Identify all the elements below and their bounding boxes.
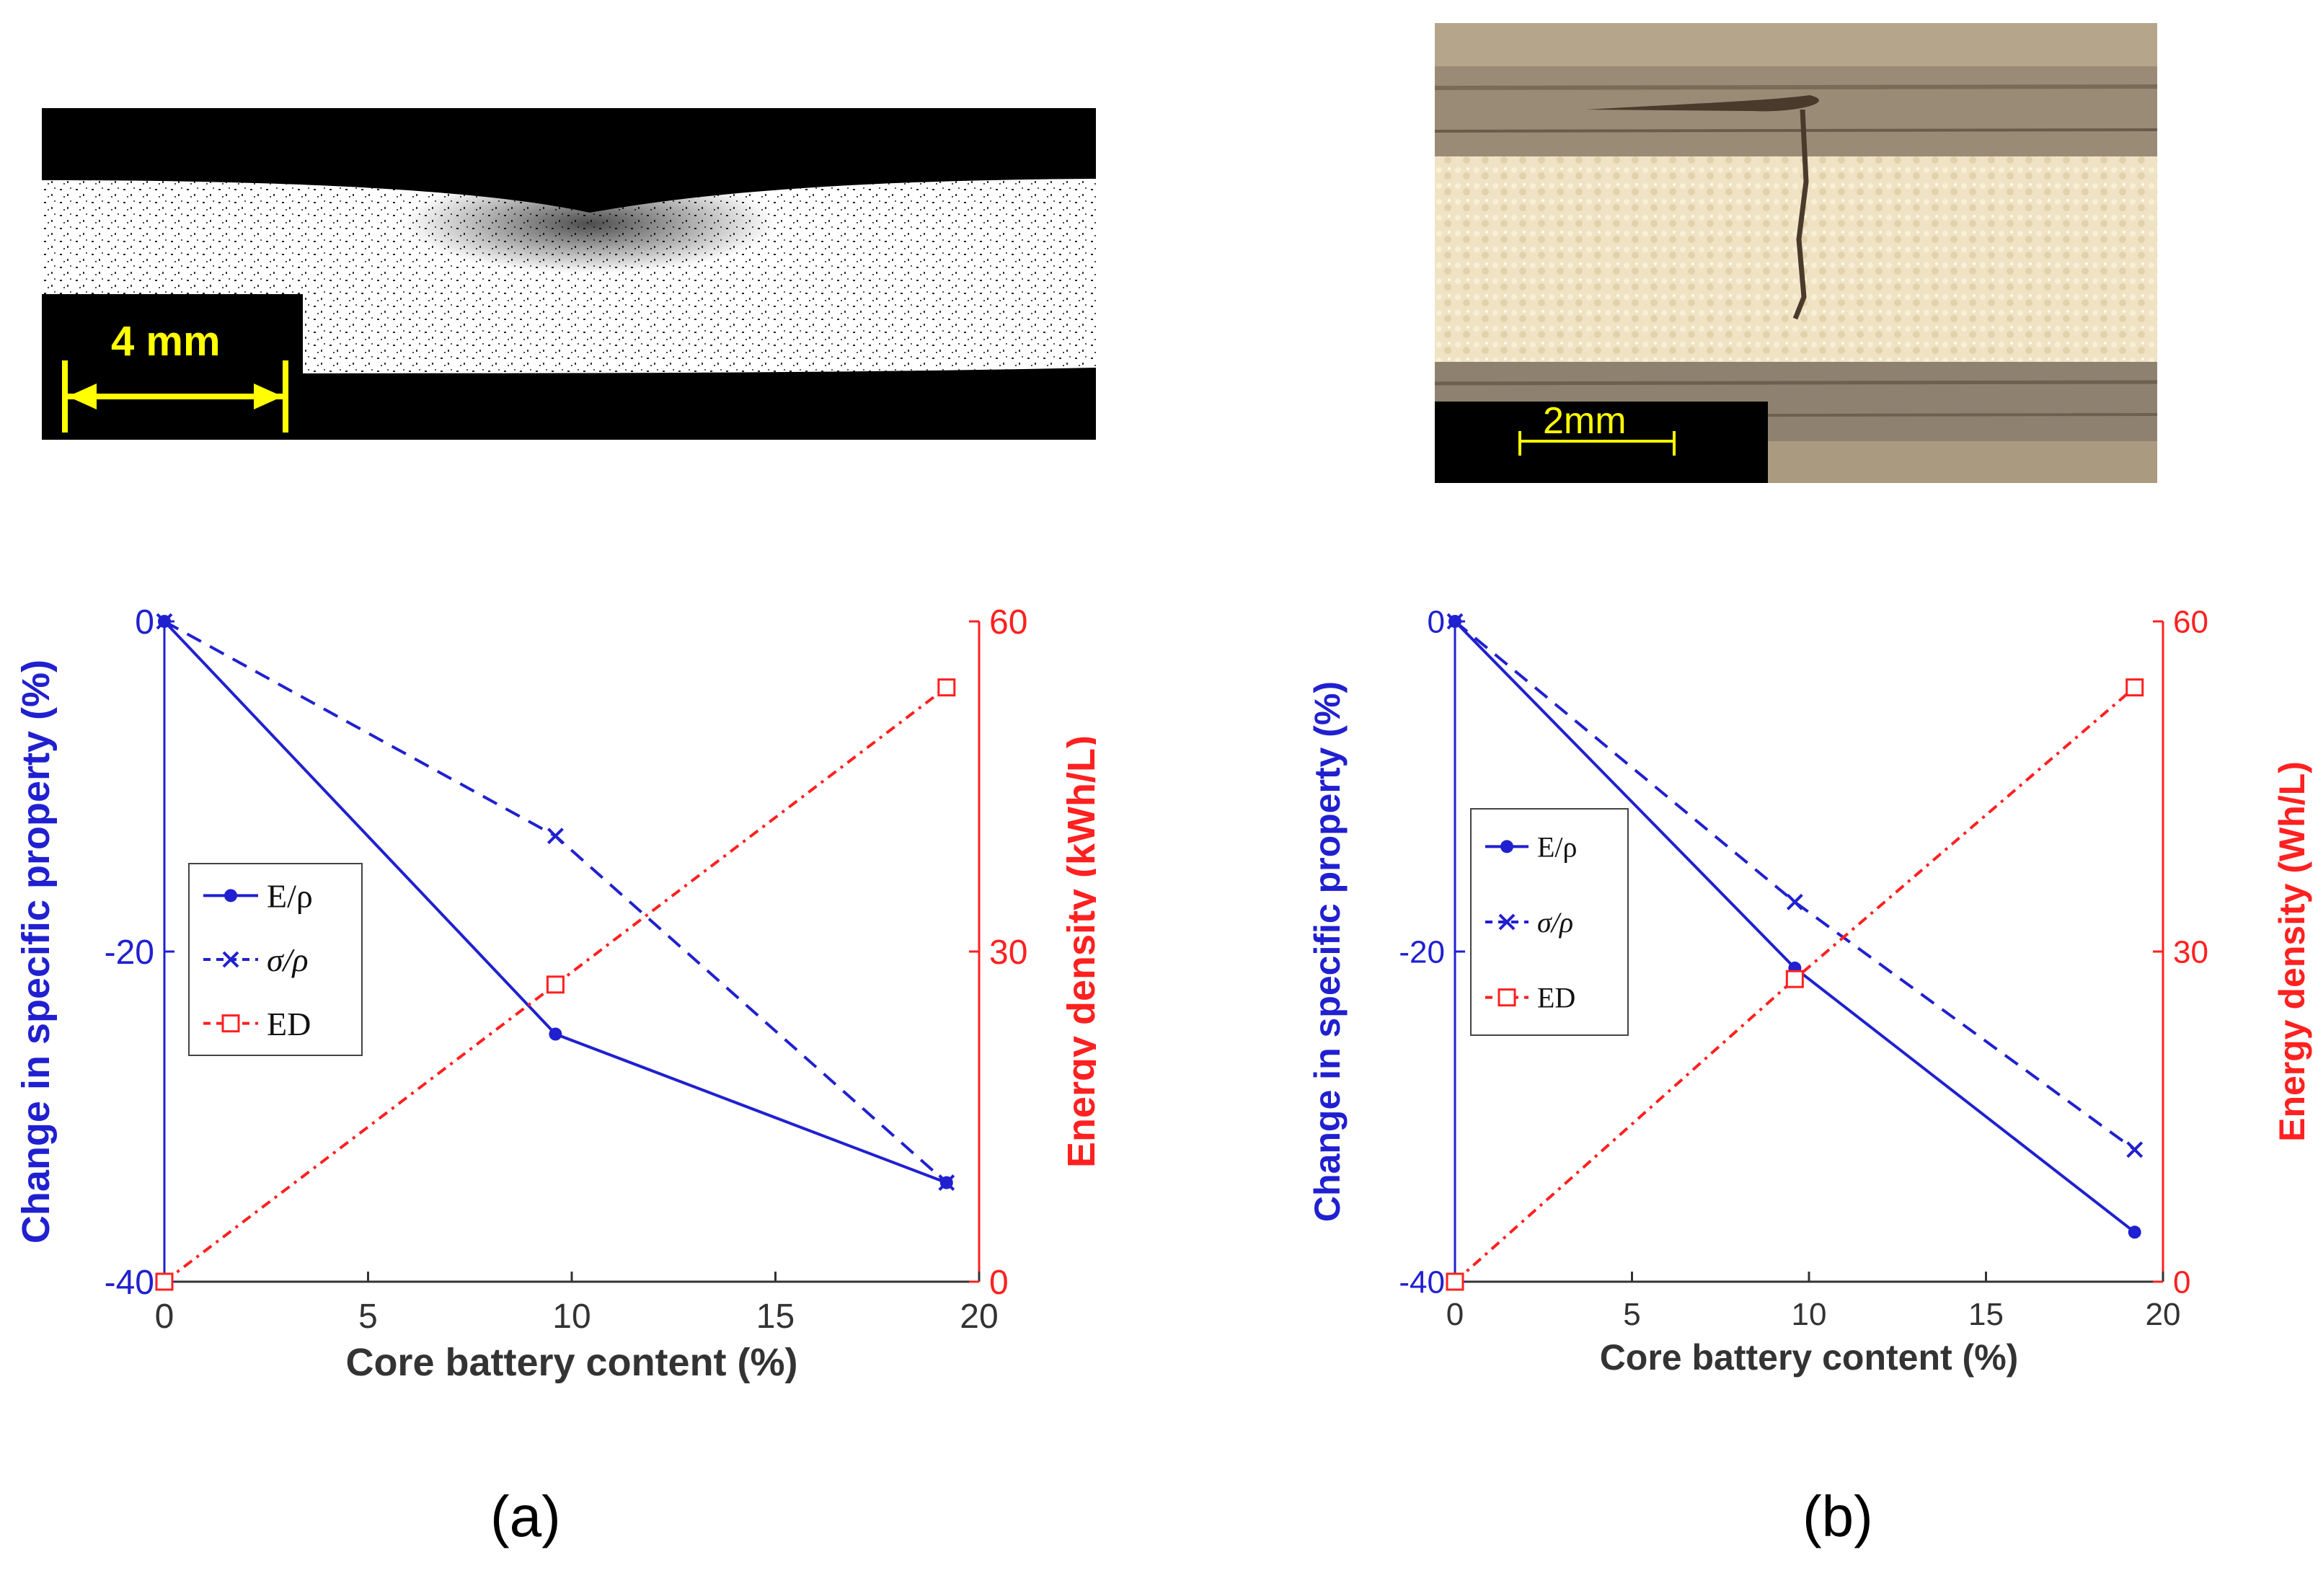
- chart-a-xtick-label: 0: [155, 1298, 174, 1336]
- chart-a-legend-entry-2: ED: [267, 1006, 311, 1042]
- chart-a: 0 5 10 15 20 0 -20 -40 60 30 0 Core battery content…: [0, 562, 1096, 1427]
- chart-b-legend-entry-1: σ/ρ: [1537, 906, 1573, 939]
- chart-b-y-axis-left-label: Change in specific property (%): [1307, 681, 1348, 1222]
- chart-a-legend-marker-0: [224, 889, 237, 903]
- scale-label-a: 4 mm: [111, 318, 221, 365]
- chart-b-point-2: [1785, 970, 1804, 988]
- chart-b-x-axis-label: Core battery content (%): [1600, 1337, 2019, 1378]
- chart-a-y-axis-right-label: Energy density (kWh/L): [1060, 735, 1096, 1168]
- chart-a-point-1: [156, 613, 173, 630]
- chart-a-xtick-label: 15: [756, 1298, 795, 1336]
- chart-a-xtick-label: 20: [960, 1298, 998, 1336]
- chart-b-point-1: [1786, 893, 1803, 910]
- chart-b-xtick-label: 5: [1623, 1297, 1640, 1332]
- chart-a-ytick-left-label: -40: [105, 1264, 154, 1302]
- chart-b-legend-entry-0: E/ρ: [1537, 830, 1578, 863]
- chart-b-point-1: [1446, 613, 1464, 630]
- chart-a-legend-marker-1: [222, 951, 239, 968]
- chart-a-xtick-label: 5: [358, 1298, 378, 1336]
- chart-a-y-axis-left-label: Change in specific property (%): [14, 660, 58, 1243]
- scale-label-b: 2mm: [1543, 400, 1627, 442]
- chart-b: 0 5 10 15 20 0 -20 -40 60 30 0 Core battery content…: [1291, 562, 2318, 1427]
- chart-a-legend-entry-0: E/ρ: [267, 877, 313, 914]
- panel-label-a: (a): [490, 1484, 561, 1548]
- chart-b-ytick-left-label: -40: [1399, 1264, 1445, 1300]
- chart-b-ytick-left-label: 0: [1428, 604, 1445, 639]
- chart-a-ytick-right-label: 60: [989, 603, 1027, 642]
- chart-a-legend-entry-1: σ/ρ: [267, 941, 309, 978]
- chart-a-point-2: [155, 1272, 174, 1291]
- chart-b-ytick-right-label: 0: [2173, 1264, 2190, 1300]
- chart-b-ytick-right-label: 30: [2173, 934, 2208, 970]
- image-a-ct-scan: 4 mm: [42, 108, 1096, 440]
- chart-a-x-axis-label: Core battery content (%): [345, 1341, 797, 1384]
- chart-b-legend-marker-1: [1498, 913, 1516, 931]
- chart-a-ytick-left-label: 0: [135, 603, 154, 642]
- chart-a-xtick-label: 10: [552, 1298, 590, 1336]
- chart-b-ytick-left-label: -20: [1399, 934, 1445, 970]
- chart-b-point-1: [2126, 1141, 2144, 1158]
- chart-a-point-1: [547, 828, 564, 845]
- chart-b-y-axis-right-label: Energy density (Wh/L): [2272, 761, 2312, 1142]
- chart-a-legend-marker-2: [221, 1014, 240, 1033]
- photo-graphic: [1435, 23, 2157, 483]
- chart-b-legend-marker-0: [1500, 840, 1513, 854]
- chart-a-point-2: [546, 975, 565, 994]
- chart-a-point-2: [937, 678, 956, 697]
- ct-scan-graphic: [42, 108, 1096, 440]
- chart-b-xtick-label: 0: [1446, 1297, 1464, 1332]
- chart-b-legend-entry-2: ED: [1537, 982, 1575, 1014]
- chart-b-point-2: [2125, 678, 2144, 697]
- chart-a-point-1: [938, 1174, 955, 1192]
- chart-b-point-2: [1446, 1272, 1464, 1291]
- chart-b-ytick-right-label: 60: [2173, 604, 2208, 639]
- panel-label-b: (b): [1802, 1484, 1873, 1548]
- chart-b-legend-marker-2: [1498, 988, 1516, 1007]
- chart-b-point-0: [2128, 1225, 2141, 1239]
- chart-b-xtick-label: 15: [1968, 1297, 2004, 1332]
- chart-b-xtick-label: 20: [2146, 1297, 2181, 1332]
- chart-a-ytick-right-label: 30: [989, 934, 1027, 972]
- chart-a-ytick-left-label: -20: [105, 934, 154, 972]
- chart-b-series-line-2: [1454, 686, 2136, 1283]
- image-b-photograph: 2mm: [1435, 23, 2157, 483]
- chart-b-xtick-label: 10: [1792, 1297, 1827, 1332]
- scale-bar-a: 4 mm: [61, 317, 291, 433]
- chart-a-ytick-right-label: 0: [989, 1264, 1009, 1302]
- chart-a-point-0: [549, 1027, 562, 1041]
